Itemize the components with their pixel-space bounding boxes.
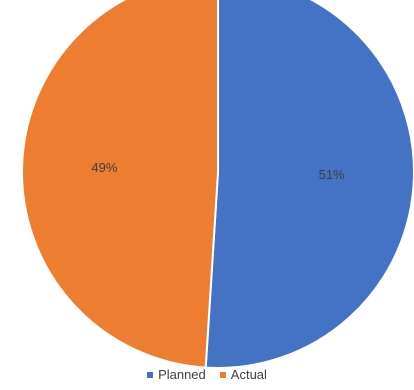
pie-label-actual: 49% bbox=[91, 160, 117, 175]
legend-swatch-actual bbox=[219, 371, 226, 378]
pie-slice-actual bbox=[21, 0, 219, 369]
legend-label-planned: Planned bbox=[158, 367, 206, 382]
legend-swatch-planned bbox=[147, 371, 154, 378]
pie-slices bbox=[21, 0, 414, 369]
pie-label-planned: 51% bbox=[319, 167, 345, 182]
legend-label-actual: Actual bbox=[230, 367, 267, 382]
pie-slice-planned bbox=[204, 0, 414, 369]
chart-legend: Planned Actual bbox=[0, 367, 414, 382]
legend-item-planned: Planned bbox=[147, 367, 206, 382]
legend-item-actual: Actual bbox=[219, 367, 267, 382]
pie-slice-labels: 51% 49% bbox=[91, 160, 345, 182]
